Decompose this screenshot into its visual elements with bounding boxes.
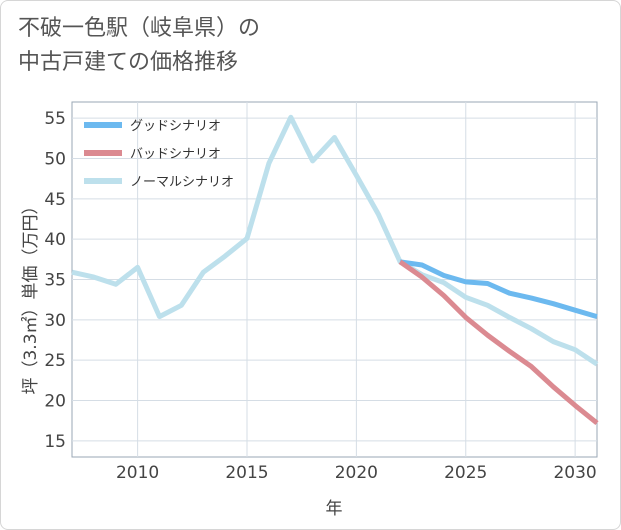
y-tick-30: 30	[44, 311, 66, 331]
y-gridlines	[72, 117, 597, 442]
y-tick-25: 25	[44, 351, 66, 371]
x-tick-2025: 2025	[444, 463, 487, 483]
y-tick-55: 55	[44, 109, 66, 129]
x-axis-label: 年	[326, 499, 343, 519]
x-tick-2020: 2020	[335, 463, 378, 483]
chart-title-line2: 中古戸建ての価格推移	[18, 50, 239, 75]
legend-label-good-scenario: グッドシナリオ	[130, 119, 221, 134]
y-tick-labels: 15 20 25 30 35 40 45 50 55	[44, 109, 66, 452]
series-line-good-scenario	[399, 259, 598, 319]
chart-title: 不破一色駅（岐阜県）の 中古戸建ての価格推移	[18, 12, 260, 80]
x-tick-2010: 2010	[116, 463, 159, 483]
y-tick-20: 20	[44, 392, 66, 412]
x-tick-labels: 2010 2015 2020 2025 2030	[116, 463, 597, 483]
chart-title-line1: 不破一色駅（岐阜県）の	[18, 16, 261, 41]
y-tick-35: 35	[44, 271, 66, 291]
x-tick-2015: 2015	[225, 463, 268, 483]
series-line-bad-scenario	[398, 259, 599, 426]
legend-label-normal-scenario: ノーマルシナリオ	[130, 175, 234, 190]
y-tick-40: 40	[44, 230, 66, 250]
x-tick-2030: 2030	[553, 463, 596, 483]
legend-label-bad-scenario: バッドシナリオ	[130, 147, 221, 162]
series-lines	[71, 114, 599, 426]
y-axis-label: 坪（3.3㎡）単価（万円）	[21, 197, 41, 394]
y-tick-50: 50	[44, 149, 66, 169]
series-line-normal-scenario	[71, 114, 599, 367]
y-tick-45: 45	[44, 190, 66, 210]
y-tick-15: 15	[44, 432, 66, 452]
